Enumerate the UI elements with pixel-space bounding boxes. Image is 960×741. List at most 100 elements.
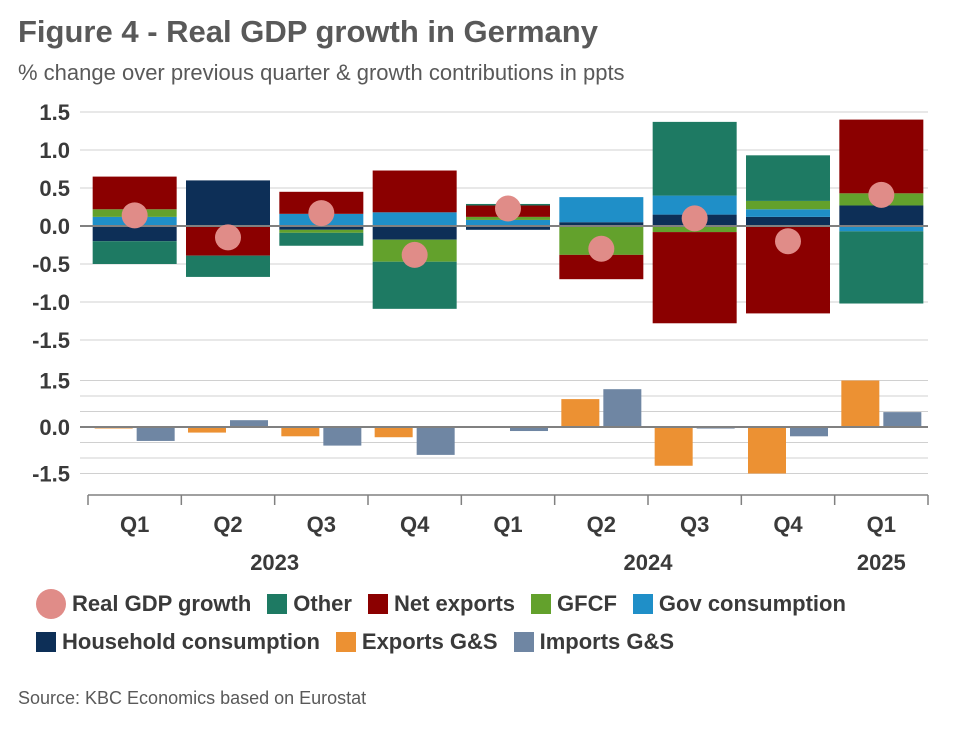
legend-swatch xyxy=(367,594,388,614)
y-tick-label: 1.5 xyxy=(39,100,70,125)
bar-gov-consumption xyxy=(839,226,924,232)
x-tick-label: Q1 xyxy=(493,512,522,537)
bar-household-consumption xyxy=(839,205,924,226)
x-tick-label: Q2 xyxy=(587,512,616,537)
bar-imports-gands xyxy=(510,427,548,432)
legend-swatch xyxy=(267,594,288,614)
chart-legend: Real GDP growth Other Net exports GFCF Gov c… xyxy=(36,589,946,655)
point-real-gdp-growth xyxy=(308,200,335,227)
legend-swatch xyxy=(36,589,66,619)
bar-other xyxy=(652,121,737,196)
legend-item-real-gdp-growth: Real GDP growth xyxy=(36,589,251,619)
legend-label: GFCF xyxy=(557,591,617,616)
bar-gov-consumption xyxy=(466,219,550,226)
legend-item-other: Other xyxy=(267,589,352,619)
legend-item-household-consumption: Household consumption xyxy=(36,629,320,655)
x-tick-label: Q3 xyxy=(307,512,336,537)
legend-label: Real GDP growth xyxy=(72,591,252,616)
bar-exports-gands xyxy=(841,380,880,427)
legend-label: Imports G&S xyxy=(539,629,675,654)
bar-net-exports xyxy=(652,232,737,324)
bar-gov-consumption xyxy=(746,209,830,217)
point-real-gdp-growth xyxy=(495,195,521,222)
bar-other xyxy=(186,255,270,277)
point-real-gdp-growth xyxy=(681,205,708,232)
bar-exports-gands xyxy=(748,427,786,474)
bar-other xyxy=(372,261,457,309)
legend-item-gov-consumption: Gov consumption xyxy=(632,589,846,619)
bar-household-consumption xyxy=(466,226,550,230)
y-tick-label: 0.5 xyxy=(39,176,70,201)
legend-item-imports-gands: Imports G&S xyxy=(513,629,675,655)
bar-imports-gands xyxy=(603,389,642,427)
bar-other xyxy=(92,241,177,264)
legend-swatch xyxy=(531,594,552,614)
legend-swatch xyxy=(513,632,534,652)
bar-gov-consumption xyxy=(652,195,737,215)
y-tick-label: 0.0 xyxy=(39,214,70,239)
bar-other xyxy=(279,232,364,246)
y-tick-label: 0.0 xyxy=(39,415,70,440)
legend-item-net-exports: Net exports xyxy=(367,589,516,619)
x-tick-label: Q2 xyxy=(213,512,242,537)
point-real-gdp-growth xyxy=(401,241,428,268)
x-tick-label: Q1 xyxy=(120,512,149,537)
bar-gfcf xyxy=(746,200,830,210)
bar-household-consumption xyxy=(559,222,644,226)
y-tick-label: -0.5 xyxy=(32,252,70,277)
bar-household-consumption xyxy=(279,226,364,230)
legend-label: Net exports xyxy=(393,591,516,616)
bar-imports-gands xyxy=(790,427,828,437)
bar-household-consumption xyxy=(746,216,830,226)
bar-other xyxy=(839,231,924,304)
bar-household-consumption xyxy=(186,180,270,226)
legend-swatch xyxy=(335,632,356,652)
y-tick-label: 1.5 xyxy=(39,369,70,394)
bar-imports-gands xyxy=(230,420,268,427)
bar-gfcf xyxy=(279,229,364,233)
x-year-label: 2023 xyxy=(250,550,299,575)
y-tick-label: -1.5 xyxy=(32,462,70,487)
bar-exports-gands xyxy=(561,399,600,427)
bar-gov-consumption xyxy=(559,197,644,223)
y-tick-label: -1.0 xyxy=(32,290,70,315)
bar-gov-consumption xyxy=(372,212,457,226)
x-year-label: 2024 xyxy=(624,550,674,575)
legend-label: Other xyxy=(293,591,352,616)
legend-label: Gov consumption xyxy=(658,591,846,616)
bar-other xyxy=(746,155,830,201)
point-real-gdp-growth xyxy=(588,235,615,262)
chart-subtitle: % change over previous quarter & growth … xyxy=(18,60,625,85)
legend-item-gfcf: GFCF xyxy=(531,589,617,619)
legend-label: Exports G&S xyxy=(361,629,498,654)
legend-swatch xyxy=(36,632,56,652)
bar-net-exports xyxy=(839,119,924,194)
legend-item-exports-gands: Exports G&S xyxy=(335,629,498,655)
y-tick-label: -1.5 xyxy=(32,328,70,353)
bar-imports-gands xyxy=(883,412,922,427)
bar-exports-gands xyxy=(188,427,226,433)
x-tick-label: Q1 xyxy=(867,512,896,537)
bar-exports-gands xyxy=(654,427,693,466)
x-tick-label: Q3 xyxy=(680,512,709,537)
legend-swatch xyxy=(632,594,653,614)
y-tick-label: 1.0 xyxy=(39,138,70,163)
x-tick-label: Q4 xyxy=(773,512,803,537)
x-year-label: 2025 xyxy=(857,550,906,575)
bar-household-consumption xyxy=(92,226,177,242)
point-real-gdp-growth xyxy=(775,228,801,255)
bar-imports-gands xyxy=(136,427,175,441)
bar-imports-gands xyxy=(416,427,455,455)
bar-net-exports xyxy=(372,170,457,213)
source-note: Source: KBC Economics based on Eurostat xyxy=(18,688,367,708)
bar-imports-gands xyxy=(323,427,362,446)
point-real-gdp-growth xyxy=(215,224,241,251)
point-real-gdp-growth xyxy=(868,181,895,208)
gdp-chart: 1.5 1.0 0.5 0.0 -0.5 -1.0 -1.5 1.5 0.0 -1.5 Q1 Q2 Q3… xyxy=(32,100,929,575)
chart-title: Figure 4 - Real GDP growth in Germany xyxy=(18,14,598,49)
bar-household-consumption xyxy=(372,226,457,240)
bar-exports-gands xyxy=(281,427,320,437)
x-tick-label: Q4 xyxy=(400,512,430,537)
bar-exports-gands xyxy=(374,427,413,438)
legend-label: Household consumption xyxy=(62,629,320,654)
